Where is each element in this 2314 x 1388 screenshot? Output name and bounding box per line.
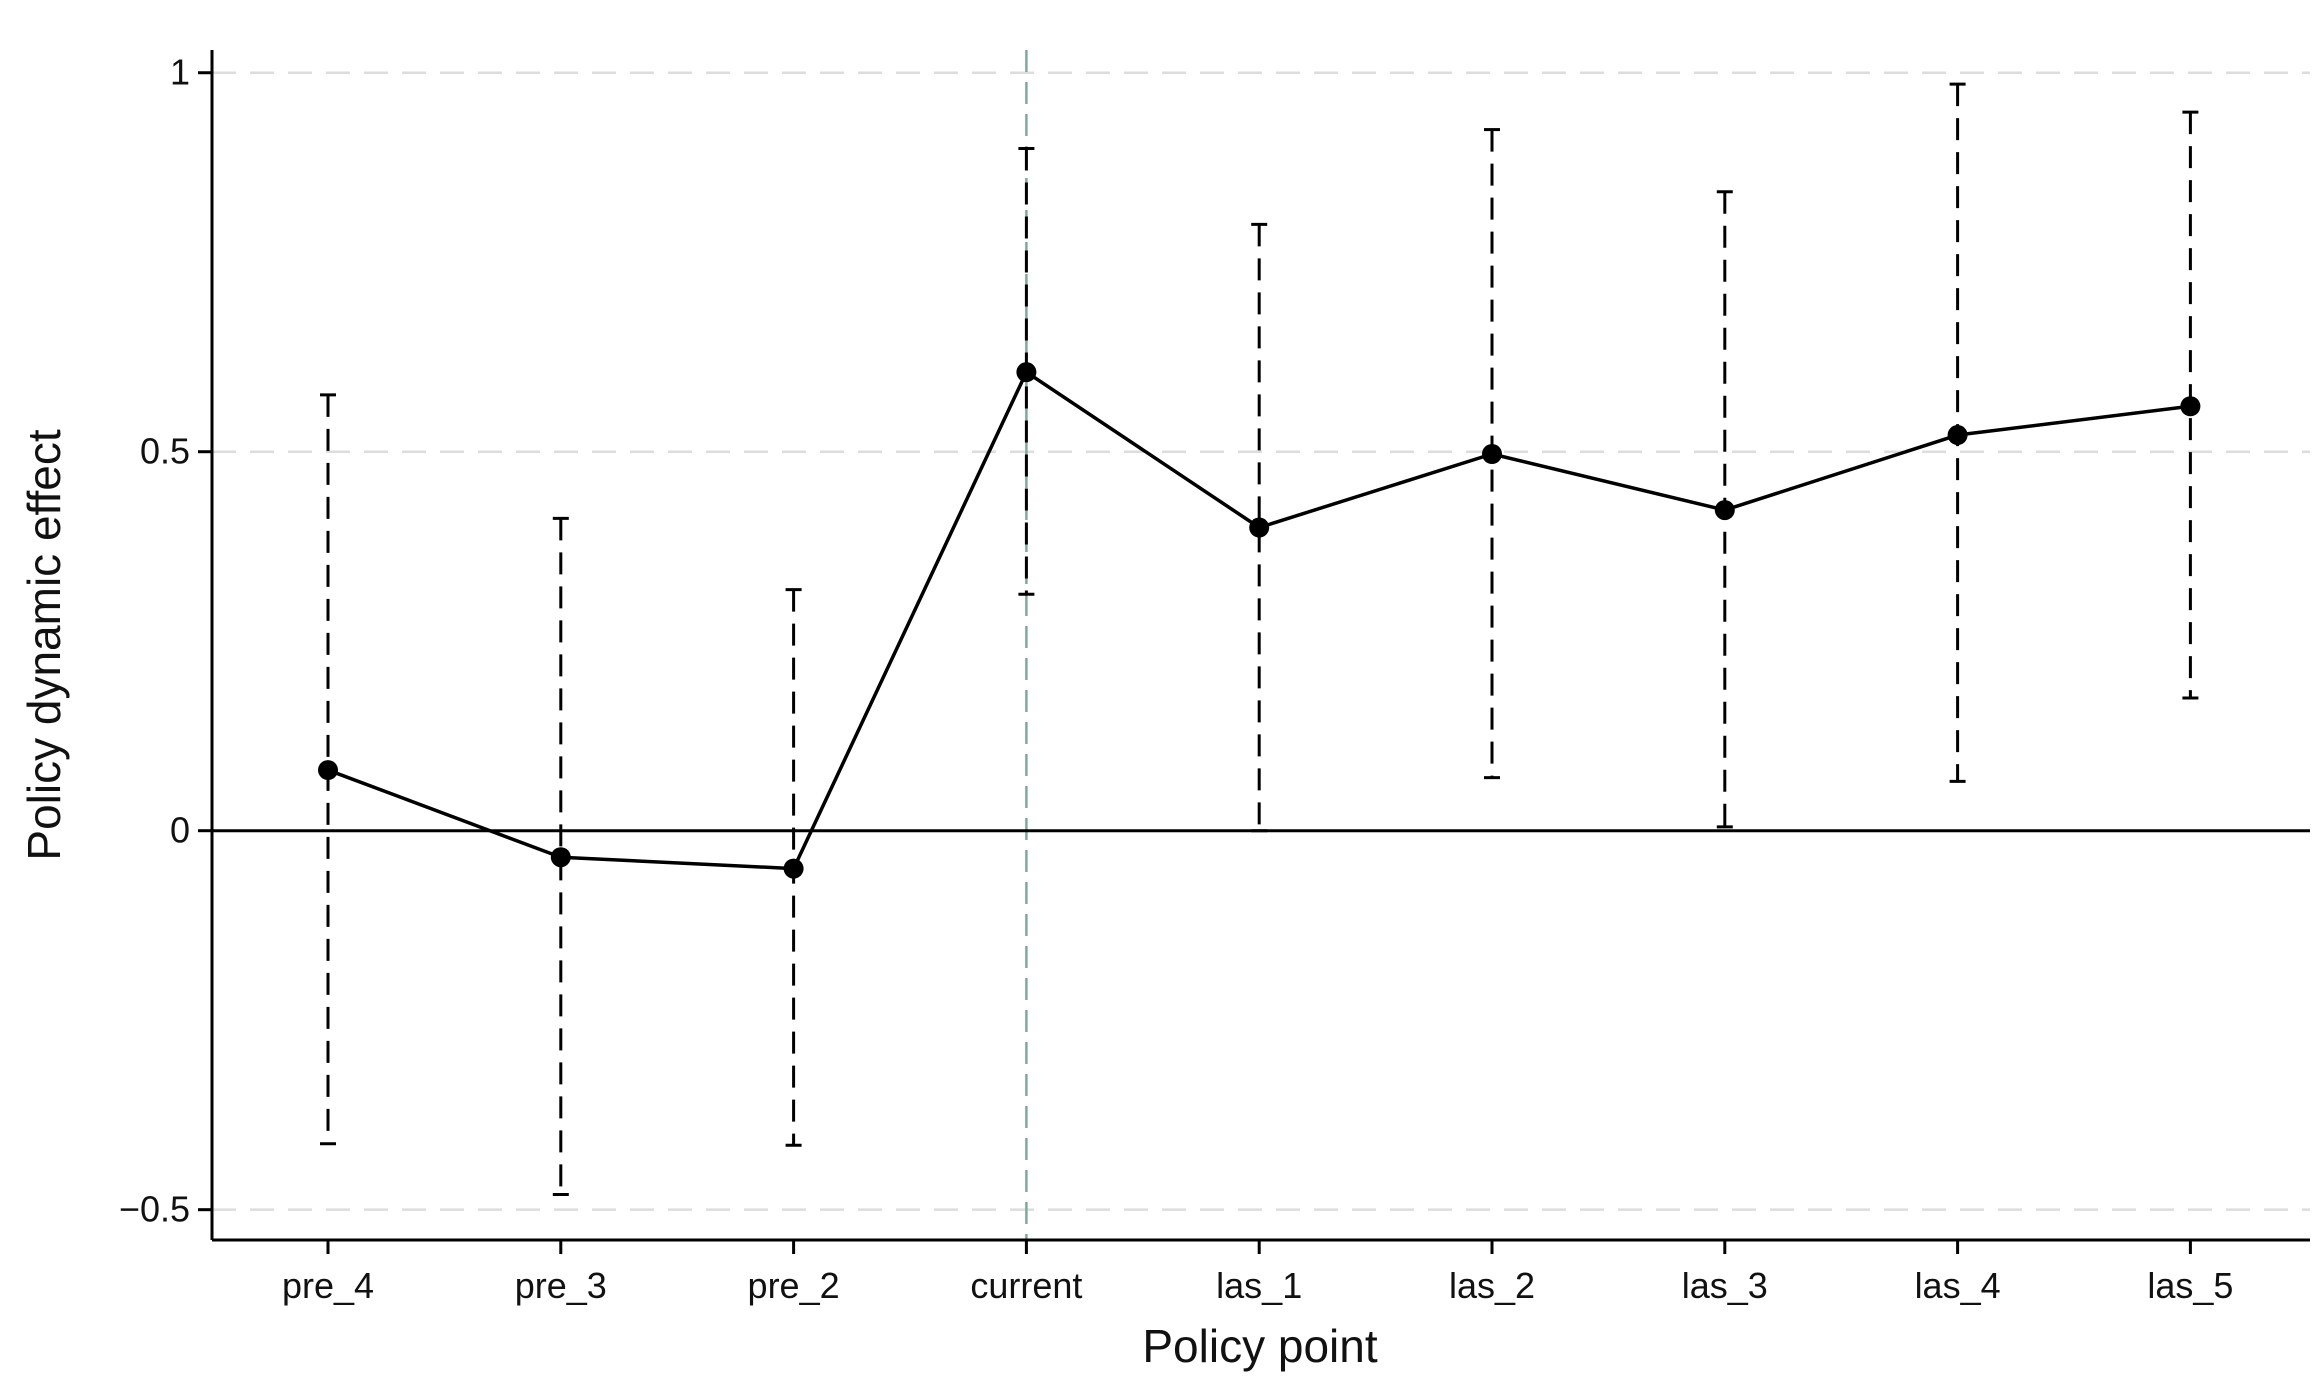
data-point-las_5: [2180, 396, 2201, 417]
data-point-pre_2: [783, 858, 804, 879]
data-point-current: [1016, 362, 1037, 383]
gridlines: [212, 71, 2310, 1211]
data-point-pre_4: [318, 760, 338, 781]
x-axis-title: Policy point: [1142, 1320, 1377, 1372]
data-point-las_1: [1249, 517, 1270, 538]
x-tick-label-5: las_2: [1449, 1265, 1535, 1306]
y-tick-label-1: 0: [170, 810, 190, 851]
y-axis-title: Policy dynamic effect: [18, 429, 70, 860]
x-tick-label-0: pre_4: [282, 1265, 374, 1306]
x-tick-label-6: las_3: [1682, 1265, 1768, 1306]
tick-labels: −0.5 0 0.5 1 pre_4 pre_3 pre_2 current las_1 las_…: [119, 52, 2234, 1306]
x-tick-label-1: pre_3: [515, 1265, 607, 1306]
x-tick-label-4: las_1: [1216, 1265, 1302, 1306]
data-points: [318, 362, 2201, 879]
data-point-pre_3: [550, 847, 571, 868]
x-tick-label-2: pre_2: [748, 1265, 840, 1306]
axes: [198, 50, 2310, 1254]
x-tick-label-3: current: [970, 1265, 1082, 1306]
x-tick-label-8: las_5: [2147, 1265, 2233, 1306]
x-tick-label-7: las_4: [1915, 1265, 2001, 1306]
y-tick-label-0: −0.5: [119, 1189, 190, 1230]
data-point-las_2: [1482, 443, 1502, 464]
data-point-las_4: [1947, 425, 1968, 446]
data-point-las_3: [1714, 500, 1735, 521]
y-tick-label-3: 1: [170, 52, 190, 93]
y-tick-label-2: 0.5: [140, 431, 190, 472]
